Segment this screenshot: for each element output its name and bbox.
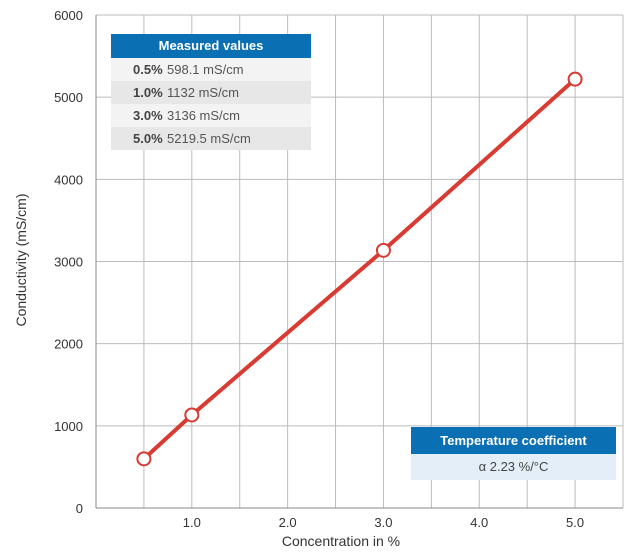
table-row: 1.0% 1132 mS/cm [111, 81, 311, 104]
y-tick-label: 1000 [54, 419, 83, 434]
x-tick-label: 3.0 [374, 515, 392, 530]
y-tick-label: 5000 [54, 90, 83, 105]
temperature-coefficient-box: Temperature coefficient α 2.23 %/°C [411, 427, 616, 480]
concentration-cell: 0.5% [133, 62, 163, 77]
table-row: 0.5% 598.1 mS/cm [111, 58, 311, 81]
data-point [567, 71, 583, 87]
data-point [136, 451, 152, 467]
x-tick-label: 5.0 [566, 515, 584, 530]
x-axis-title: Concentration in % [282, 533, 400, 549]
concentration-cell: 1.0% [133, 85, 163, 100]
series-line [142, 77, 577, 461]
measured-values-title: Measured values [111, 34, 311, 58]
tick-labels: 0 1000 2000 3000 4000 5000 6000 1.0 2.0 3.0 4.0 5.0 [54, 8, 584, 530]
y-tick-label: 3000 [54, 255, 83, 270]
x-tick-label: 2.0 [279, 515, 297, 530]
y-tick-label: 0 [76, 501, 83, 516]
table-row: 5.0% 5219.5 mS/cm [111, 127, 311, 150]
measured-values-table: Measured values 0.5% 598.1 mS/cm 1.0% 11… [111, 34, 311, 150]
data-point [184, 407, 200, 423]
temperature-coefficient-value: α 2.23 %/°C [411, 454, 616, 480]
table-row: 3.0% 3136 mS/cm [111, 104, 311, 127]
data-series [136, 71, 583, 467]
y-tick-label: 4000 [54, 172, 83, 187]
concentration-cell: 5.0% [133, 131, 163, 146]
x-tick-label: 1.0 [183, 515, 201, 530]
axes [95, 15, 624, 509]
value-cell: 3136 mS/cm [167, 108, 240, 123]
data-point [375, 242, 391, 258]
value-cell: 598.1 mS/cm [167, 62, 244, 77]
y-tick-label: 2000 [54, 337, 83, 352]
value-cell: 5219.5 mS/cm [167, 131, 251, 146]
value-cell: 1132 mS/cm [167, 85, 240, 100]
y-axis-title: Conductivity (mS/cm) [13, 193, 29, 326]
concentration-cell: 3.0% [133, 108, 163, 123]
x-tick-label: 4.0 [470, 515, 488, 530]
y-tick-label: 6000 [54, 8, 83, 23]
temperature-coefficient-title: Temperature coefficient [411, 427, 616, 454]
measured-values-rows: 0.5% 598.1 mS/cm 1.0% 1132 mS/cm 3.0% 31… [111, 58, 311, 150]
